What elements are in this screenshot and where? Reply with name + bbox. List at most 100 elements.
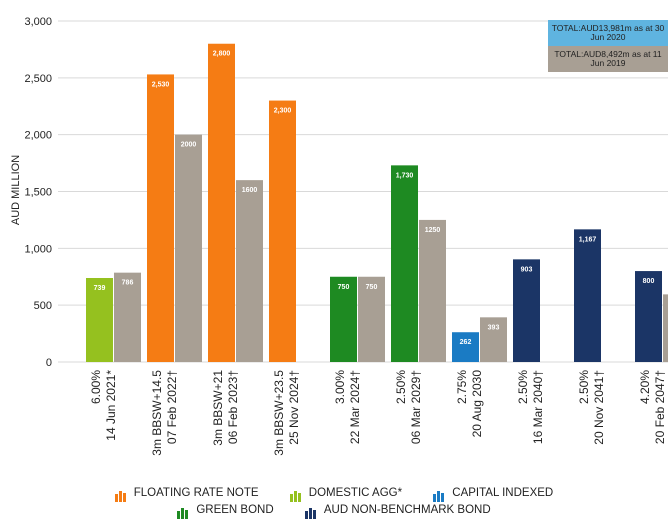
data-label-2019: 786 xyxy=(122,280,134,287)
legend-swatch-bar xyxy=(304,511,308,519)
legend-swatch-bar xyxy=(289,494,293,502)
y-axis-ticks: 0 500 1,000 1,500 2,000 2,500 3,000 xyxy=(24,16,52,369)
bar-2019 xyxy=(663,294,668,362)
total-2019-box: TOTAL:AUD8,492m as at 11 Jun 2019 xyxy=(548,46,668,72)
data-label-2020: 903 xyxy=(521,266,533,273)
y-tick-label: 3,000 xyxy=(24,16,52,28)
bar-icon xyxy=(177,503,189,519)
y-tick-label: 1,500 xyxy=(24,187,52,199)
y-tick-label: 2,500 xyxy=(24,73,52,85)
legend-swatch-bar xyxy=(308,508,312,519)
bar-2020 xyxy=(147,74,174,362)
total-2019-text: TOTAL:AUD8,492m as at 11 Jun 2019 xyxy=(554,49,662,68)
legend-row-1: FLOATING RATE NOTE DOMESTIC AGG* CAPITAL… xyxy=(0,485,668,502)
category-label-line1: 3m BBSW+14.5 xyxy=(150,370,164,456)
legend-item-green-bond: GREEN BOND xyxy=(177,502,274,519)
y-axis-label: AUD MILLION xyxy=(10,155,22,225)
bar-2020 xyxy=(269,100,296,363)
data-label-2020: 2,530 xyxy=(152,81,170,88)
category-label-line2: 16 Mar 2040† xyxy=(531,370,545,444)
legend-item-floating-rate-note: FLOATING RATE NOTE xyxy=(114,485,259,502)
data-label-2020: 750 xyxy=(338,284,350,291)
legend-swatch-bar xyxy=(114,494,118,502)
legend-swatch-bar xyxy=(437,491,441,502)
category-label-line1: 2.50% xyxy=(394,370,408,404)
data-label-2020: 262 xyxy=(460,339,472,346)
legend-row-2: GREEN BOND AUD NON-BENCHMARK BOND xyxy=(0,502,668,519)
total-2020-box: TOTAL:AUD13,981m as at 30 Jun 2020 xyxy=(548,20,668,46)
bar-icon xyxy=(304,503,317,519)
bar-2019 xyxy=(175,134,202,362)
category-label-line2: 20 Feb 2047† xyxy=(653,370,667,444)
legend-swatch-bar xyxy=(297,493,301,502)
legend-swatch-bar xyxy=(441,493,445,502)
category-label-line2: 20 Aug 2030 xyxy=(470,370,484,438)
y-tick-label: 500 xyxy=(34,300,52,312)
bar-icon xyxy=(114,486,127,502)
bar-2020 xyxy=(330,276,357,362)
legend-swatch-bar xyxy=(181,508,185,519)
category-label-line1: 2.50% xyxy=(516,370,530,404)
data-label-2020: 2,800 xyxy=(213,51,231,58)
bars: 739 786 2,530 2000 2,800 1600 2,300 750 750 1,730… xyxy=(86,43,668,363)
category-labels: 6.00% 14 Jun 2021* 3m BBSW+14.5 07 Feb 2022… xyxy=(89,370,667,456)
legend-label: FLOATING RATE NOTE xyxy=(133,487,259,499)
legend-label: AUD NON-BENCHMARK BOND xyxy=(323,504,491,516)
data-label-2020: 739 xyxy=(94,285,106,292)
legend-swatch-bar xyxy=(293,491,297,502)
totals-box: TOTAL:AUD13,981m as at 30 Jun 2020 TOTAL… xyxy=(548,20,668,72)
category-label-line2: 22 Mar 2024† xyxy=(348,370,362,444)
bar-2020 xyxy=(635,271,662,362)
legend-item-aud-non-benchmark-bond: AUD NON-BENCHMARK BOND xyxy=(304,502,491,519)
legend: FLOATING RATE NOTE DOMESTIC AGG* CAPITAL… xyxy=(0,485,668,519)
legend-label: GREEN BOND xyxy=(196,504,274,516)
category-label-line2: 06 Feb 2023† xyxy=(226,370,240,444)
bar-2020 xyxy=(574,229,601,362)
bar-2020 xyxy=(452,332,479,362)
data-label-2019: 393 xyxy=(488,324,500,331)
data-label-2020: 1,167 xyxy=(579,236,597,243)
y-tick-label: 2,000 xyxy=(24,130,52,142)
legend-label: CAPITAL INDEXED xyxy=(452,487,554,499)
category-label-line1: 4.20% xyxy=(638,370,652,404)
category-label-line2: 20 Nov 2041† xyxy=(592,370,606,445)
bar-icon xyxy=(289,486,302,502)
category-label-line1: 3m BBSW+23.5 xyxy=(272,370,286,456)
bar-2020 xyxy=(513,259,540,362)
bar-2020 xyxy=(208,43,235,362)
data-label-2019: 2000 xyxy=(181,142,197,149)
data-label-2019: 1250 xyxy=(425,227,441,234)
category-label-line1: 2.75% xyxy=(455,370,469,404)
total-2020-text: TOTAL:AUD13,981m as at 30 Jun 2020 xyxy=(551,23,665,42)
data-label-2020: 800 xyxy=(643,278,655,285)
bar-2019 xyxy=(480,317,507,362)
legend-swatch-bar xyxy=(118,491,122,502)
category-label-line1: 6.00% xyxy=(89,370,103,404)
data-label-2019: 1600 xyxy=(242,187,258,194)
bar-2020 xyxy=(391,165,418,362)
category-label-line1: 3m BBSW+21 xyxy=(211,370,225,446)
category-label-line1: 3.00% xyxy=(333,370,347,404)
legend-swatch-bar xyxy=(185,510,189,519)
legend-swatch-bar xyxy=(433,494,437,502)
bar-2019 xyxy=(358,276,385,362)
bar-2019 xyxy=(419,219,446,362)
legend-item-domestic-agg: DOMESTIC AGG* xyxy=(289,485,402,502)
category-label-line2: 06 Mar 2029† xyxy=(409,370,423,444)
category-label-line2: 14 Jun 2021* xyxy=(104,370,118,441)
data-label-2019: 750 xyxy=(366,284,378,291)
legend-swatch-bar xyxy=(312,510,316,519)
y-tick-label: 1,000 xyxy=(24,243,52,255)
y-tick-label: 0 xyxy=(46,357,52,369)
legend-swatch-bar xyxy=(122,493,126,502)
data-label-2020: 1,730 xyxy=(396,172,414,179)
bar-2019 xyxy=(236,180,263,362)
bar-icon xyxy=(433,486,445,502)
legend-swatch-bar xyxy=(177,511,181,519)
data-label-2020: 2,300 xyxy=(274,108,292,115)
category-label-line1: 2.50% xyxy=(577,370,591,404)
bar-2019 xyxy=(114,272,141,362)
legend-item-capital-indexed: CAPITAL INDEXED xyxy=(433,485,553,502)
category-label-line2: 07 Feb 2022† xyxy=(165,370,179,444)
